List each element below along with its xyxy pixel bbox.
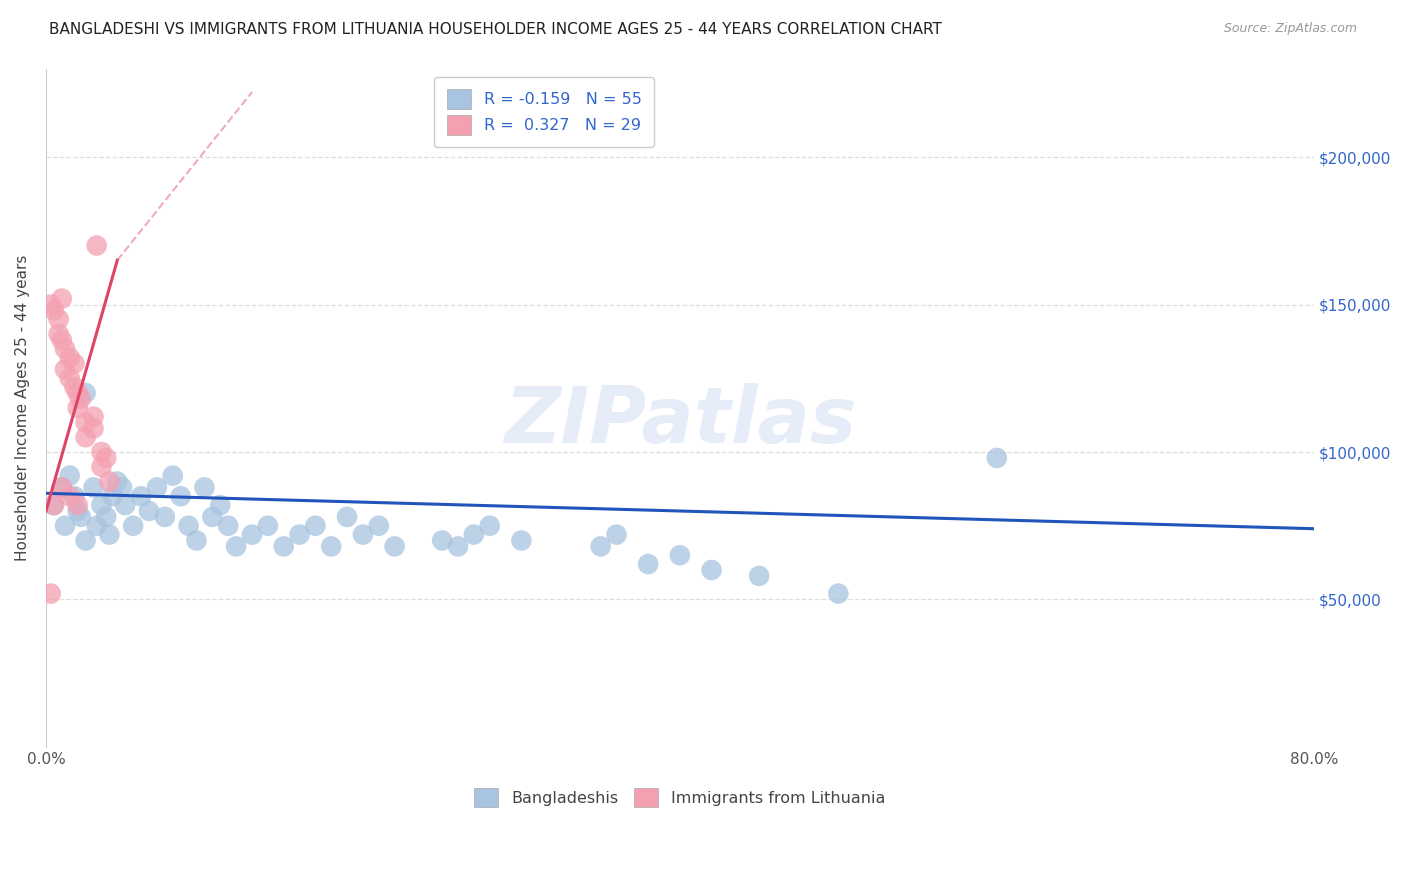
Point [352,527,374,541]
Point [186,533,208,548]
Point [51,292,73,306]
Point [48,326,70,341]
Point [42,303,65,318]
Point [138,504,160,518]
Point [589,540,612,554]
Point [96,509,118,524]
Point [39,297,62,311]
Point [75,533,97,548]
Point [304,518,326,533]
Point [48,312,70,326]
Point [69,392,91,406]
Point [66,498,89,512]
Point [51,480,73,494]
Text: BANGLADESHI VS IMMIGRANTS FROM LITHUANIA HOUSEHOLDER INCOME AGES 25 - 44 YEARS C: BANGLADESHI VS IMMIGRANTS FROM LITHUANIA… [49,22,942,37]
Point [59,489,82,503]
Point [83,421,105,435]
Point [177,518,200,533]
Point [59,351,82,365]
Point [669,548,692,562]
Point [83,480,105,494]
Point [90,459,112,474]
Point [321,540,343,554]
Point [63,489,86,503]
Y-axis label: Householder Income Ages 25 - 44 years: Householder Income Ages 25 - 44 years [15,254,30,561]
Point [193,480,215,494]
Point [201,509,224,524]
Text: ZIPatlas: ZIPatlas [503,384,856,459]
Point [59,468,82,483]
Point [336,509,359,524]
Point [51,480,73,494]
Point [66,401,89,415]
Point [63,380,86,394]
Point [146,480,169,494]
Point [447,540,470,554]
Point [39,586,62,600]
Point [53,518,76,533]
Point [53,362,76,376]
Point [105,475,128,489]
Point [75,416,97,430]
Point [162,468,184,483]
Point [51,333,73,347]
Point [122,518,145,533]
Point [986,450,1008,465]
Point [66,504,89,518]
Point [101,489,124,503]
Point [170,489,193,503]
Point [256,518,278,533]
Point [42,498,65,512]
Point [53,342,76,356]
Point [86,238,108,252]
Point [63,357,86,371]
Point [83,409,105,424]
Point [42,498,65,512]
Legend: Bangladeshis, Immigrants from Lithuania: Bangladeshis, Immigrants from Lithuania [468,781,891,814]
Point [384,540,406,554]
Point [96,450,118,465]
Point [217,518,239,533]
Point [748,569,770,583]
Point [98,527,121,541]
Point [225,540,247,554]
Text: Source: ZipAtlas.com: Source: ZipAtlas.com [1223,22,1357,36]
Point [367,518,389,533]
Point [59,371,82,385]
Point [478,518,501,533]
Point [75,430,97,444]
Point [273,540,295,554]
Point [69,509,91,524]
Point [86,518,108,533]
Point [510,533,533,548]
Point [114,498,136,512]
Point [288,527,311,541]
Point [75,386,97,401]
Point [430,533,453,548]
Point [153,509,176,524]
Point [637,557,659,571]
Point [209,498,232,512]
Point [90,498,112,512]
Point [605,527,627,541]
Point [463,527,485,541]
Point [700,563,723,577]
Point [66,386,89,401]
Point [827,586,849,600]
Point [90,445,112,459]
Point [240,527,263,541]
Point [98,475,121,489]
Point [129,489,152,503]
Point [111,480,134,494]
